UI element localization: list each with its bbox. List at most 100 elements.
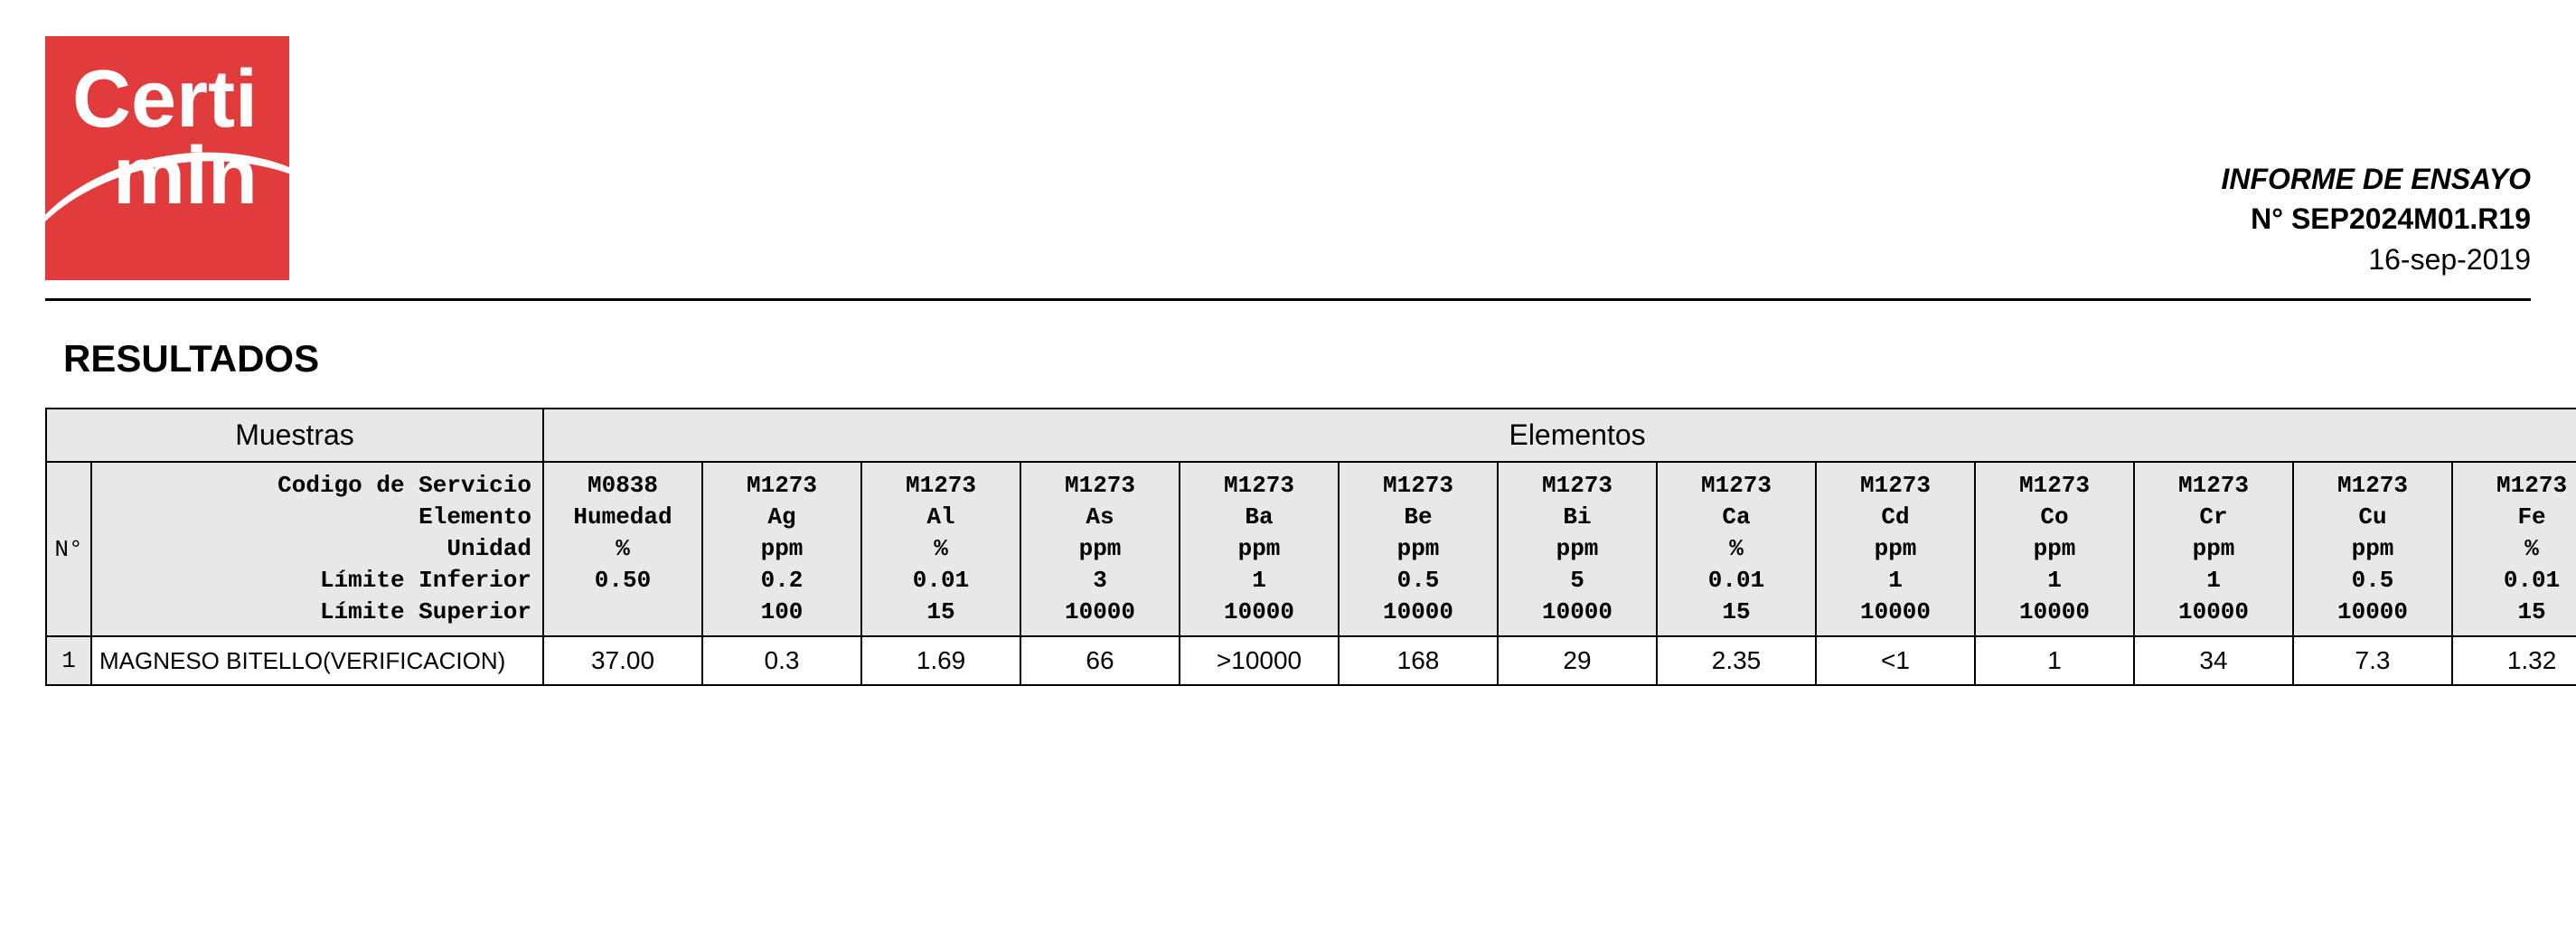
report-title: INFORME DE ENSAYO — [2221, 159, 2531, 200]
element-header-unit: ppm — [2139, 533, 2289, 565]
row-number: 1 — [46, 636, 91, 685]
page-header: Certi min INFORME DE ENSAYO N° SEP2024M0… — [45, 36, 2531, 301]
element-header-lo: 0.01 — [866, 565, 1016, 597]
element-header: M1273Bappm110000 — [1180, 462, 1339, 636]
result-value: 2.35 — [1657, 636, 1816, 685]
element-header-hi: 10000 — [1979, 597, 2129, 628]
element-header-unit: ppm — [707, 533, 857, 565]
element-header-hi — [548, 597, 698, 628]
element-header-code: M1273 — [1025, 470, 1175, 502]
element-header-hi: 15 — [866, 597, 1016, 628]
result-value: >10000 — [1180, 636, 1339, 685]
element-header-code: M1273 — [866, 470, 1016, 502]
hdr-elemento: Elemento — [103, 502, 531, 533]
element-header-unit: % — [2457, 533, 2576, 565]
hdr-unidad: Unidad — [103, 533, 531, 565]
element-header-unit: ppm — [2298, 533, 2448, 565]
logo-text-top: Certi — [72, 63, 258, 136]
element-header-hi: 10000 — [2298, 597, 2448, 628]
hdr-codigo: Codigo de Servicio — [103, 470, 531, 502]
group-header-row: Muestras Elementos — [46, 409, 2576, 462]
element-header-lo: 0.5 — [1343, 565, 1493, 597]
group-elements: Elementos — [543, 409, 2576, 462]
element-header-element: Ag — [707, 502, 857, 533]
element-header: M1273Al%0.0115 — [861, 462, 1020, 636]
element-header-element: Ba — [1184, 502, 1334, 533]
element-header-unit: ppm — [1343, 533, 1493, 565]
column-header-row: N° Codigo de Servicio Elemento Unidad Lí… — [46, 462, 2576, 636]
element-header-code: M1273 — [707, 470, 857, 502]
element-header-element: Cd — [1820, 502, 1970, 533]
element-header: M1273Beppm0.510000 — [1339, 462, 1498, 636]
hdr-limsup: Límite Superior — [103, 597, 531, 628]
element-header-hi: 10000 — [1343, 597, 1493, 628]
element-header-element: As — [1025, 502, 1175, 533]
element-header-hi: 10000 — [2139, 597, 2289, 628]
element-header-unit: % — [1661, 533, 1811, 565]
element-header: M1273Cdppm110000 — [1816, 462, 1975, 636]
element-header-lo: 1 — [1184, 565, 1334, 597]
report-number: N° SEP2024M01.R19 — [2221, 199, 2531, 240]
row-no-header: N° — [46, 462, 91, 636]
element-header-hi: 10000 — [1820, 597, 1970, 628]
element-header-code: M1273 — [1661, 470, 1811, 502]
element-header-unit: ppm — [1184, 533, 1334, 565]
hdr-liminf: Límite Inferior — [103, 565, 531, 597]
element-header: M1273Asppm310000 — [1020, 462, 1180, 636]
element-header-element: Fe — [2457, 502, 2576, 533]
result-value: 1 — [1975, 636, 2134, 685]
result-value: 1.69 — [861, 636, 1020, 685]
element-header-lo: 3 — [1025, 565, 1175, 597]
element-header: M1273Bippm510000 — [1498, 462, 1657, 636]
element-header-unit: % — [548, 533, 698, 565]
result-value: <1 — [1816, 636, 1975, 685]
section-title: RESULTADOS — [63, 337, 2531, 381]
element-header-hi: 15 — [2457, 597, 2576, 628]
element-header: M1273Ca%0.0115 — [1657, 462, 1816, 636]
element-header-lo: 0.5 — [2298, 565, 2448, 597]
element-header-element: Humedad — [548, 502, 698, 533]
element-header-unit: % — [866, 533, 1016, 565]
element-header-lo: 5 — [1502, 565, 1652, 597]
element-header: M1273Crppm110000 — [2134, 462, 2293, 636]
element-header-hi: 100 — [707, 597, 857, 628]
results-table: Muestras Elementos N° Codigo de Servicio… — [45, 408, 2576, 686]
element-header-element: Be — [1343, 502, 1493, 533]
element-header-unit: ppm — [1025, 533, 1175, 565]
group-samples: Muestras — [46, 409, 543, 462]
element-header-code: M1273 — [1979, 470, 2129, 502]
header-labels: Codigo de Servicio Elemento Unidad Límit… — [91, 462, 543, 636]
result-value: 0.3 — [702, 636, 861, 685]
result-value: 37.00 — [543, 636, 702, 685]
element-header: M1273Fe%0.0115 — [2452, 462, 2576, 636]
element-header: M0838Humedad%0.50 — [543, 462, 702, 636]
element-header-lo: 0.01 — [1661, 565, 1811, 597]
element-header-unit: ppm — [1979, 533, 2129, 565]
element-header-hi: 15 — [1661, 597, 1811, 628]
element-header-code: M1273 — [1820, 470, 1970, 502]
element-header: M1273Agppm0.2100 — [702, 462, 861, 636]
element-header-code: M1273 — [2139, 470, 2289, 502]
element-header-lo: 1 — [2139, 565, 2289, 597]
element-header-code: M0838 — [548, 470, 698, 502]
element-header-code: M1273 — [2457, 470, 2576, 502]
element-header-code: M1273 — [2298, 470, 2448, 502]
element-header-hi: 10000 — [1025, 597, 1175, 628]
report-date: 16-sep-2019 — [2221, 240, 2531, 280]
result-value: 1.32 — [2452, 636, 2576, 685]
element-header-element: Cr — [2139, 502, 2289, 533]
brand-logo: Certi min — [45, 36, 289, 280]
element-header-code: M1273 — [1502, 470, 1652, 502]
element-header-code: M1273 — [1343, 470, 1493, 502]
result-value: 29 — [1498, 636, 1657, 685]
element-header-hi: 10000 — [1502, 597, 1652, 628]
results-body: 1MAGNESO BITELLO(VERIFICACION)37.000.31.… — [46, 636, 2576, 685]
element-header-element: Cu — [2298, 502, 2448, 533]
element-header-lo: 0.50 — [548, 565, 698, 597]
result-value: 168 — [1339, 636, 1498, 685]
element-header: M1273Cuppm0.510000 — [2293, 462, 2452, 636]
result-value: 7.3 — [2293, 636, 2452, 685]
element-header-lo: 1 — [1820, 565, 1970, 597]
element-header-unit: ppm — [1502, 533, 1652, 565]
table-row: 1MAGNESO BITELLO(VERIFICACION)37.000.31.… — [46, 636, 2576, 685]
